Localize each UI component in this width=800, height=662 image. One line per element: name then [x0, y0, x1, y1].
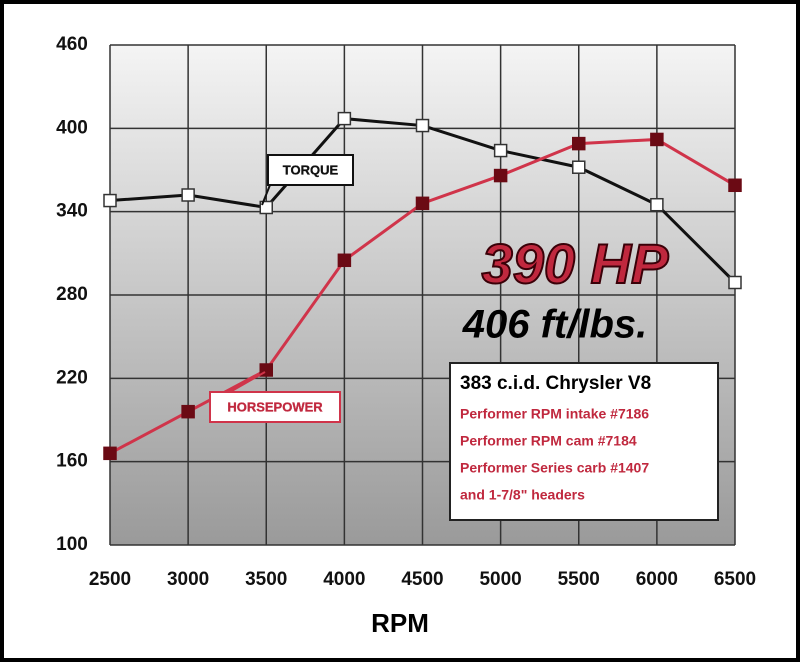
legend-box	[267, 154, 354, 186]
marker	[493, 168, 508, 183]
marker	[337, 111, 352, 126]
x-axis-label: RPM	[371, 608, 429, 638]
marker	[572, 160, 586, 174]
marker	[337, 253, 352, 268]
marker	[181, 404, 195, 419]
marker	[103, 446, 117, 461]
info-box	[449, 362, 719, 521]
info-line: Performer Series carb #1407	[460, 460, 649, 476]
y-tick-label: 340	[56, 201, 88, 222]
legend-label: HORSEPOWER	[227, 399, 323, 414]
x-tick-label: 5000	[479, 569, 521, 590]
y-tick-label: 160	[56, 451, 88, 472]
y-tick-label: 280	[56, 284, 88, 305]
marker	[415, 196, 430, 211]
y-tick-label: 460	[56, 34, 88, 55]
marker	[728, 178, 742, 193]
marker	[728, 275, 742, 290]
info-line: and 1-7/8" headers	[460, 487, 585, 503]
legend-box	[209, 391, 341, 423]
y-tick-label: 220	[56, 367, 88, 388]
subheadline: 406 ft/lbs.	[462, 303, 648, 347]
marker	[415, 118, 430, 133]
info-line: Performer RPM intake #7186	[460, 406, 649, 422]
headline: 390 HP	[482, 232, 669, 295]
x-tick-label: 6500	[714, 569, 756, 590]
marker	[493, 143, 508, 158]
y-tick-label: 400	[56, 117, 88, 138]
callout-leader	[261, 184, 271, 206]
x-tick-label: 3500	[245, 569, 287, 590]
callout-leader	[229, 371, 266, 393]
legend-label: TORQUE	[283, 162, 339, 177]
marker	[103, 193, 117, 208]
marker	[181, 188, 195, 202]
y-tick-label: 100	[56, 534, 88, 555]
info-line: 383 c.i.d. Chrysler V8	[460, 373, 651, 394]
marker	[572, 136, 586, 151]
x-tick-label: 6000	[636, 569, 678, 590]
x-tick-label: 2500	[89, 569, 131, 590]
marker	[650, 197, 664, 212]
x-tick-label: 5500	[558, 569, 600, 590]
x-tick-label: 4000	[323, 569, 365, 590]
x-tick-label: 3000	[167, 569, 209, 590]
marker	[650, 132, 664, 147]
x-tick-label: 4500	[401, 569, 443, 590]
info-line: Performer RPM cam #7184	[460, 433, 637, 449]
